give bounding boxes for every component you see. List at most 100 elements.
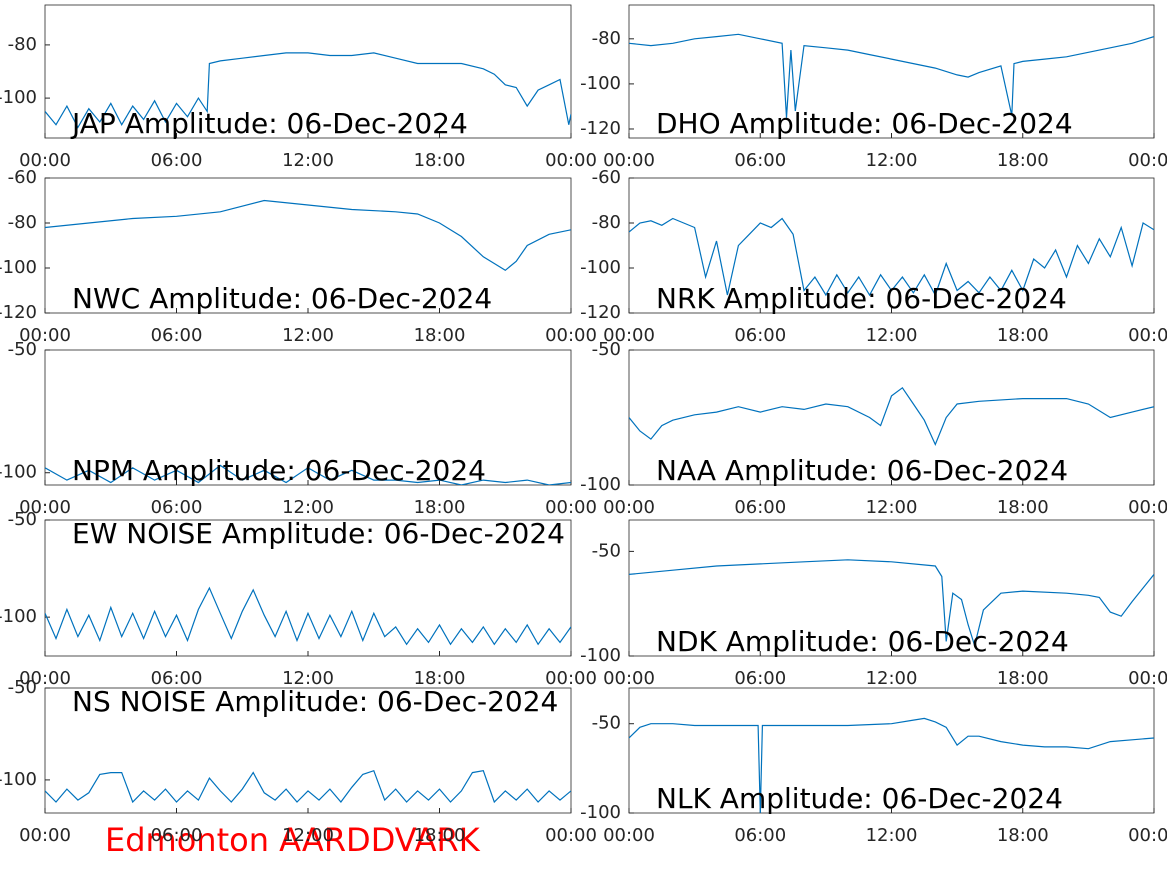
x-tick-label: 18:00 — [414, 825, 466, 846]
x-tick-label: 00:00 — [1128, 668, 1167, 689]
y-tick-label: -80 — [8, 212, 37, 233]
x-tick-label: 00:00 — [545, 325, 597, 346]
x-tick-label: 18:00 — [414, 497, 466, 518]
plot-area — [628, 519, 1155, 657]
x-tick-label: 00:00 — [603, 668, 655, 689]
y-tick-label: -60 — [8, 167, 37, 188]
x-tick-label: 00:00 — [603, 325, 655, 346]
x-tick-label: 12:00 — [282, 325, 334, 346]
x-tick-label: 06:00 — [151, 825, 203, 846]
x-tick-label: 18:00 — [997, 668, 1049, 689]
x-tick-label: 00:00 — [1128, 497, 1167, 518]
y-tick-label: -100 — [580, 257, 621, 278]
x-tick-label: 18:00 — [997, 825, 1049, 846]
y-tick-label: -100 — [580, 802, 621, 823]
x-tick-label: 00:00 — [545, 668, 597, 689]
x-tick-label: 18:00 — [414, 325, 466, 346]
y-tick-label: -100 — [0, 257, 37, 278]
x-tick-label: 00:00 — [1128, 325, 1167, 346]
plot-area — [628, 349, 1155, 486]
y-tick-label: -80 — [8, 34, 37, 55]
y-tick-label: -120 — [0, 302, 37, 323]
plot-area — [44, 177, 572, 314]
plot-area — [628, 4, 1155, 139]
chart-title: NAA Amplitude: 06-Dec-2024 — [656, 454, 1068, 487]
y-tick-label: -100 — [0, 87, 37, 108]
x-tick-label: 18:00 — [414, 150, 466, 171]
x-tick-label: 00:00 — [1128, 150, 1167, 171]
x-tick-label: 00:00 — [545, 497, 597, 518]
x-tick-label: 00:00 — [19, 150, 71, 171]
x-tick-label: 00:00 — [603, 825, 655, 846]
y-tick-label: -60 — [592, 167, 621, 188]
plot-area — [44, 4, 572, 139]
y-tick-label: -120 — [580, 302, 621, 323]
series-line — [629, 217, 1154, 297]
y-tick-label: -100 — [580, 474, 621, 495]
y-tick-label: -50 — [592, 540, 621, 561]
y-tick-label: -50 — [8, 677, 37, 698]
series-line — [45, 464, 571, 485]
y-tick-label: -100 — [0, 769, 37, 790]
x-tick-label: 06:00 — [151, 497, 203, 518]
chart-title: NLK Amplitude: 06-Dec-2024 — [656, 782, 1063, 815]
x-tick-label: 06:00 — [734, 497, 786, 518]
y-tick-label: -50 — [8, 339, 37, 360]
series-line — [45, 769, 571, 804]
x-tick-label: 06:00 — [734, 325, 786, 346]
x-tick-label: 00:00 — [19, 668, 71, 689]
x-tick-label: 00:00 — [603, 497, 655, 518]
x-tick-label: 18:00 — [997, 325, 1049, 346]
x-tick-label: 06:00 — [151, 668, 203, 689]
footer: Edmonton AARDDVARK — [105, 821, 481, 859]
chart-title: NPM Amplitude: 06-Dec-2024 — [72, 454, 486, 487]
x-tick-label: 12:00 — [866, 325, 918, 346]
x-tick-label: 18:00 — [997, 497, 1049, 518]
chart-title: NDK Amplitude: 06-Dec-2024 — [656, 625, 1069, 658]
x-tick-label: 12:00 — [282, 150, 334, 171]
x-tick-label: 00:00 — [1128, 825, 1167, 846]
plot-area — [628, 687, 1155, 814]
x-tick-label: 12:00 — [866, 668, 918, 689]
y-tick-label: -100 — [580, 73, 621, 94]
y-tick-label: -80 — [592, 212, 621, 233]
x-tick-label: 06:00 — [734, 150, 786, 171]
y-tick-label: -80 — [592, 28, 621, 49]
x-tick-label: 12:00 — [282, 825, 334, 846]
series-line — [629, 717, 1154, 813]
series-line — [629, 559, 1154, 648]
x-tick-label: 12:00 — [866, 497, 918, 518]
series-line — [629, 33, 1154, 118]
plot-area — [44, 349, 572, 486]
x-tick-label: 18:00 — [414, 668, 466, 689]
chart-title: EW NOISE Amplitude: 06-Dec-2024 — [72, 517, 565, 550]
plot-area — [44, 519, 572, 657]
plot-area — [44, 687, 572, 814]
x-tick-label: 12:00 — [866, 825, 918, 846]
series-line — [629, 386, 1154, 447]
x-tick-label: 06:00 — [734, 825, 786, 846]
x-tick-label: 00:00 — [545, 825, 597, 846]
chart-title: NS NOISE Amplitude: 06-Dec-2024 — [72, 685, 558, 718]
series-line — [45, 199, 571, 272]
x-tick-label: 06:00 — [734, 668, 786, 689]
x-tick-label: 00:00 — [19, 825, 71, 846]
chart-title: NRK Amplitude: 06-Dec-2024 — [656, 282, 1067, 315]
series-line — [45, 52, 571, 129]
y-tick-label: -100 — [0, 462, 37, 483]
chart-title: JAP Amplitude: 06-Dec-2024 — [70, 107, 468, 140]
x-tick-label: 12:00 — [282, 668, 334, 689]
x-tick-label: 00:00 — [603, 150, 655, 171]
y-tick-label: -50 — [8, 509, 37, 530]
x-tick-label: 00:00 — [19, 497, 71, 518]
x-tick-label: 06:00 — [151, 150, 203, 171]
y-tick-label: -120 — [580, 118, 621, 139]
x-tick-label: 18:00 — [997, 150, 1049, 171]
x-tick-label: 06:00 — [151, 325, 203, 346]
x-tick-label: 12:00 — [282, 497, 334, 518]
chart-title: NWC Amplitude: 06-Dec-2024 — [72, 282, 492, 315]
x-tick-label: 00:00 — [545, 150, 597, 171]
x-tick-label: 12:00 — [866, 150, 918, 171]
y-tick-label: -50 — [592, 339, 621, 360]
